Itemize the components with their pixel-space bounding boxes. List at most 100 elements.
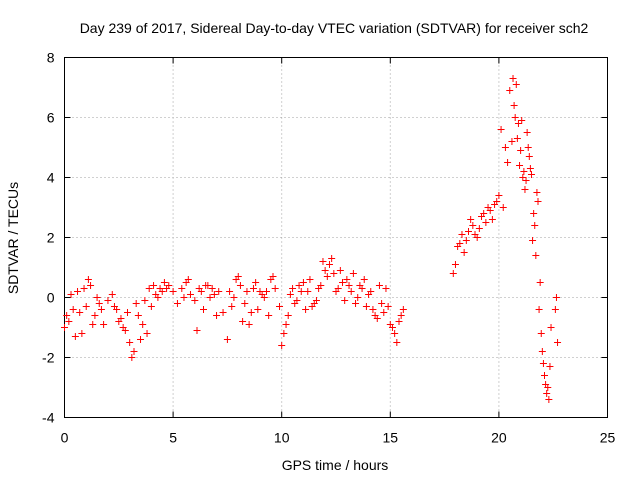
data-point: [526, 165, 534, 172]
data-point: [523, 129, 531, 136]
data-point: [397, 312, 405, 319]
data-point: [306, 276, 314, 283]
x-tick-label: 15: [383, 430, 399, 446]
data-point: [475, 225, 483, 232]
x-axis-label: GPS time / hours: [282, 457, 389, 473]
data-point: [254, 306, 262, 313]
data-point: [533, 189, 541, 196]
data-point: [141, 297, 149, 304]
data-point: [343, 276, 351, 283]
data-point: [228, 303, 236, 310]
data-point: [208, 285, 216, 292]
data-point: [93, 294, 101, 301]
y-tick-label: 0: [47, 290, 55, 306]
data-point: [543, 390, 551, 397]
data-point: [130, 348, 138, 355]
data-point: [247, 309, 255, 316]
data-point: [239, 318, 247, 325]
data-point: [302, 306, 310, 313]
data-point: [488, 216, 496, 223]
data-point: [399, 306, 407, 313]
data-point: [325, 261, 333, 268]
data-point: [91, 312, 99, 319]
data-point: [534, 198, 542, 205]
data-point: [539, 360, 547, 367]
data-point: [110, 303, 118, 310]
data-point: [545, 396, 553, 403]
data-point: [504, 159, 512, 166]
data-point: [380, 309, 388, 316]
y-tick-label: 8: [47, 50, 55, 66]
data-point: [195, 285, 203, 292]
data-point: [480, 210, 488, 217]
data-point: [78, 330, 86, 337]
data-point: [160, 279, 168, 286]
data-point: [514, 120, 522, 127]
data-point: [517, 147, 525, 154]
data-point: [382, 285, 390, 292]
data-point: [241, 300, 249, 307]
data-point: [319, 258, 327, 265]
data-point: [484, 204, 492, 211]
data-point: [236, 282, 244, 289]
data-point: [522, 177, 530, 184]
data-point: [516, 162, 524, 169]
x-tick-label: 25: [600, 430, 616, 446]
data-point: [551, 306, 559, 313]
data-point: [499, 204, 507, 211]
data-point: [89, 321, 97, 328]
data-point: [341, 297, 349, 304]
data-point: [451, 261, 459, 268]
data-point: [223, 336, 231, 343]
data-point: [497, 126, 505, 133]
data-point: [147, 303, 155, 310]
data-point: [369, 306, 377, 313]
data-point: [513, 135, 521, 142]
data-point: [546, 363, 554, 370]
data-point: [537, 330, 545, 337]
y-axis-label: SDTVAR / TECUs: [5, 182, 21, 294]
data-point: [395, 318, 403, 325]
x-tick-label: 20: [491, 430, 507, 446]
data-point: [449, 270, 457, 277]
data-point: [310, 300, 318, 307]
data-point: [299, 279, 307, 286]
data-point: [87, 282, 95, 289]
data-point: [458, 231, 466, 238]
data-point: [262, 288, 270, 295]
data-point: [69, 306, 77, 313]
data-point: [204, 282, 212, 289]
data-point: [215, 288, 223, 295]
data-point: [284, 312, 292, 319]
data-point: [362, 303, 370, 310]
data-point: [391, 330, 399, 337]
data-point: [332, 288, 340, 295]
data-point: [520, 168, 528, 175]
data-point: [532, 252, 540, 259]
data-point: [462, 237, 470, 244]
data-point: [249, 285, 257, 292]
data-point: [367, 288, 375, 295]
data-point: [200, 306, 208, 313]
data-point: [467, 216, 475, 223]
data-point: [108, 291, 116, 298]
data-point: [154, 294, 162, 301]
data-point: [321, 267, 329, 274]
data-point: [276, 303, 284, 310]
data-point: [535, 306, 543, 313]
data-point: [169, 288, 177, 295]
data-point: [210, 291, 218, 298]
data-point: [173, 300, 181, 307]
data-point: [482, 219, 490, 226]
data-point: [315, 285, 323, 292]
data-point: [134, 312, 142, 319]
data-point: [521, 186, 529, 193]
data-point: [67, 291, 75, 298]
data-point: [336, 267, 344, 274]
data-point: [234, 273, 242, 280]
data-point: [71, 333, 79, 340]
data-point: [271, 285, 279, 292]
data-point: [119, 324, 127, 331]
chart-title: Day 239 of 2017, Sidereal Day-to-day VTE…: [80, 20, 589, 36]
